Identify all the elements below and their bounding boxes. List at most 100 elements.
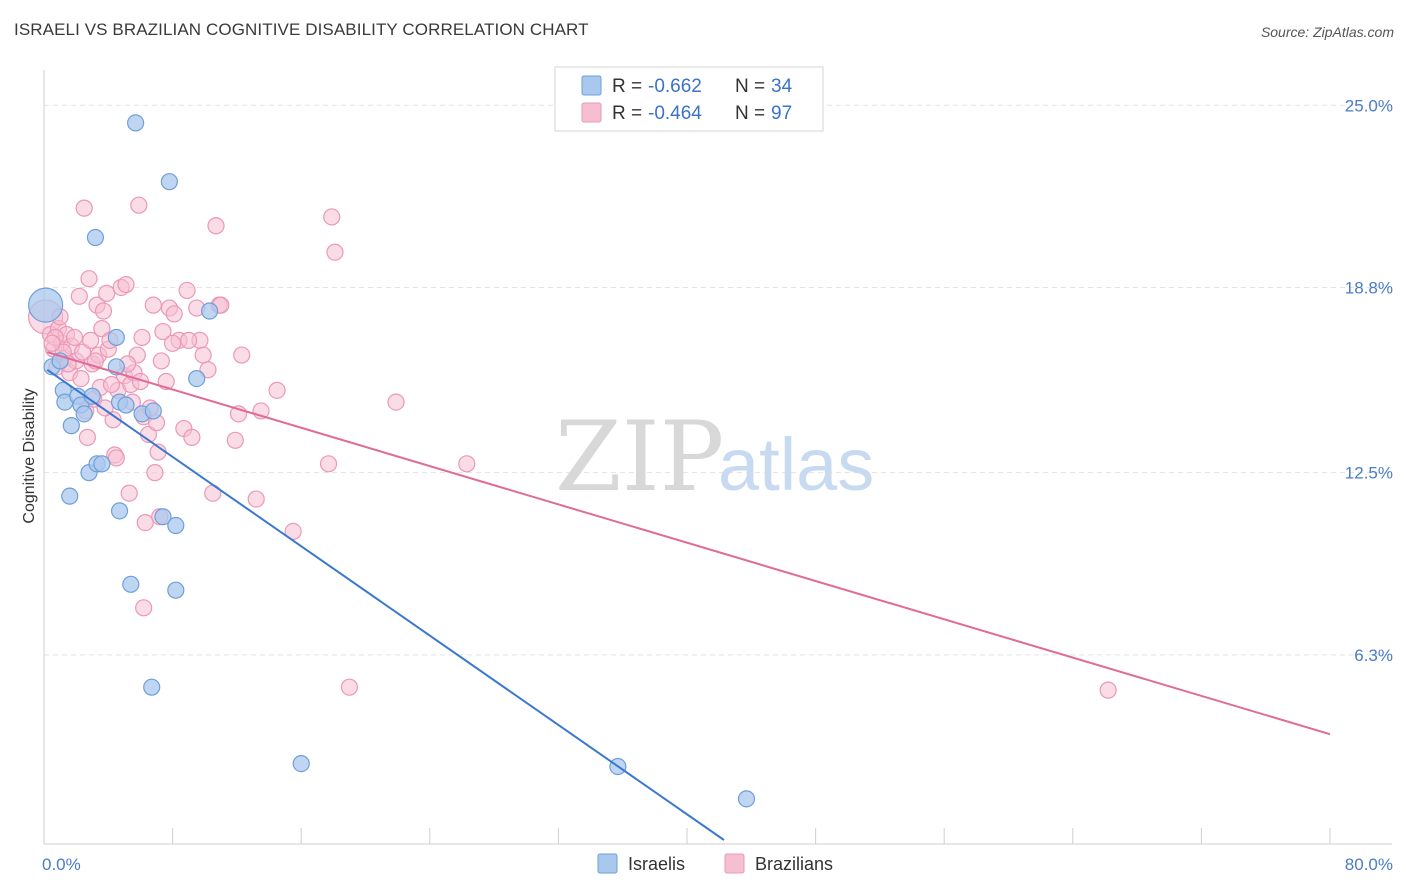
legend-r-label: R = (612, 76, 642, 97)
legend-n-label: N = (735, 103, 765, 124)
brazilian-point (178, 281, 196, 300)
brazilian-point (75, 199, 93, 217)
brazilian-point (78, 428, 97, 446)
brazilian-point (65, 328, 84, 347)
brazilian-point (72, 369, 90, 388)
brazilian-point (340, 678, 359, 696)
brazilian-point (247, 490, 265, 508)
brazilian-point (199, 361, 217, 379)
israeli-point (160, 173, 178, 191)
legend-r-value: -0.464 (648, 103, 702, 124)
brazilian-point (146, 464, 164, 482)
brazilian-point (387, 393, 405, 411)
y-tick-label: 18.8% (1345, 278, 1393, 297)
brazilian-point (154, 322, 172, 341)
israeli-point (200, 302, 219, 320)
israelis-points (28, 114, 756, 808)
brazilian-point (94, 302, 113, 320)
watermark-zip: ZIP (555, 401, 724, 513)
grid (44, 104, 1392, 656)
israeli-point (93, 455, 111, 473)
israelis-trendline (46, 368, 725, 841)
brazilian-point (183, 428, 201, 446)
israeli-point (154, 508, 172, 526)
israeli-point (737, 790, 756, 808)
y-axis-label: Cognitive Disability (21, 388, 38, 523)
israelis-legend-label: Israelis (628, 854, 685, 874)
israeli-point (107, 328, 125, 347)
israeli-point (75, 405, 93, 423)
brazilian-point (1099, 681, 1117, 699)
brazilian-point (226, 431, 244, 449)
israeli-point (167, 516, 185, 535)
israeli-point (86, 228, 105, 247)
brazilian-point (207, 217, 225, 235)
israelis-swatch (597, 853, 618, 874)
brazilians-swatch (724, 853, 745, 874)
israeli-point (61, 487, 79, 505)
brazilian-point (120, 484, 138, 502)
axes (43, 70, 1392, 845)
brazilian-point (93, 320, 111, 338)
brazilian-point (233, 346, 251, 364)
brazilian-point (104, 411, 122, 429)
israeli-point (143, 678, 161, 696)
legend-r-label: R = (612, 103, 642, 124)
brazilian-point (130, 196, 148, 214)
israeli-point (144, 402, 162, 420)
legend-n-value: 34 (771, 76, 793, 97)
brazilian-point (135, 599, 153, 617)
y-tick-label: 6.3% (1354, 646, 1393, 665)
y-tick-label: 25.0% (1345, 96, 1393, 115)
legend-israelis-swatch (581, 75, 602, 96)
brazilian-point (180, 331, 198, 349)
israeli-point (62, 417, 80, 435)
brazilian-point (319, 455, 338, 473)
legend-n-label: N = (735, 76, 765, 97)
brazilian-point (136, 513, 154, 532)
series-legend: Israelis Brazilians (597, 853, 833, 874)
israeli-point (167, 581, 185, 599)
brazilian-point (43, 334, 61, 352)
brazilian-point (268, 381, 286, 399)
brazilian-point (80, 270, 98, 288)
brazilian-point (194, 346, 212, 364)
brazilians-trendline (46, 351, 1331, 736)
brazilian-point (164, 334, 182, 352)
x-tick-label: 0.0% (42, 855, 81, 874)
brazilian-point (165, 305, 183, 323)
watermark-atlas: atlas (718, 423, 874, 506)
israeli-point (188, 369, 206, 388)
legend-r-value: -0.662 (648, 76, 702, 97)
brazilian-point (98, 284, 116, 302)
brazilians-legend-label: Brazilians (755, 854, 833, 874)
israeli-point (110, 502, 129, 520)
tick-labels: 6.3% 12.5% 18.8% 25.0% 0.0% 80.0% (42, 96, 1393, 874)
legend-brazilians-swatch (581, 102, 602, 123)
israeli-point (28, 287, 64, 323)
brazilian-point (70, 287, 88, 305)
israeli-point (292, 754, 310, 773)
brazilian-point (144, 296, 162, 314)
brazilian-point (458, 455, 476, 473)
brazilian-point (326, 243, 344, 261)
israeli-point (122, 575, 140, 593)
source-credit: Source: ZipAtlas.com (1260, 24, 1394, 40)
brazilian-point (323, 208, 341, 226)
brazilian-point (102, 375, 121, 394)
brazilian-point (82, 331, 100, 349)
brazilian-point (107, 449, 125, 467)
trendlines (46, 351, 1331, 841)
brazilian-point (117, 275, 135, 294)
legend-n-value: 97 (771, 103, 792, 124)
chart-title: ISRAELI VS BRAZILIAN COGNITIVE DISABILIT… (14, 20, 589, 39)
brazilian-point (133, 328, 151, 347)
y-tick-label: 12.5% (1345, 464, 1393, 483)
israeli-point (127, 114, 145, 132)
watermark: ZIP atlas (555, 401, 874, 513)
brazilian-point (284, 522, 302, 541)
correlation-legend: R = -0.662 N = 34 R = -0.464 N = 97 (554, 66, 824, 132)
brazilian-point (152, 352, 170, 370)
israeli-point (117, 396, 135, 414)
